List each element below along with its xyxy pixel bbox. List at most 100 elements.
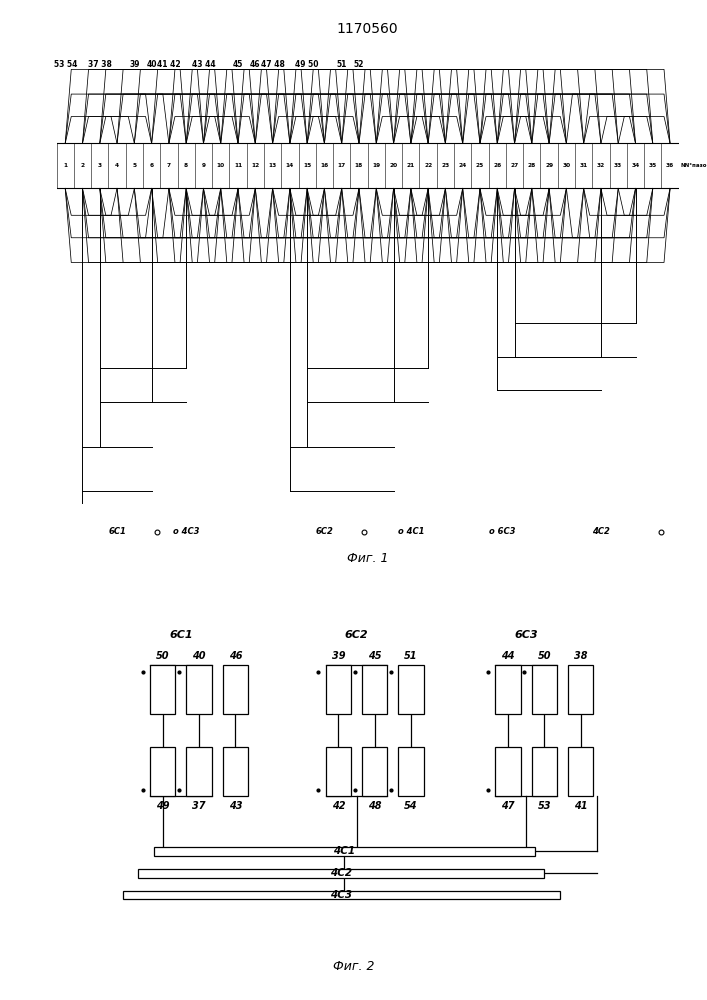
Text: 26: 26 (493, 163, 501, 168)
Text: 52: 52 (354, 60, 364, 69)
Text: 4C1: 4C1 (333, 846, 356, 856)
Text: 25: 25 (476, 163, 484, 168)
Bar (568, 747, 593, 796)
Text: 50: 50 (537, 651, 551, 661)
Text: 4C2: 4C2 (330, 868, 353, 878)
Text: 30: 30 (562, 163, 571, 168)
Text: 51: 51 (337, 60, 347, 69)
Text: 4C3: 4C3 (330, 890, 353, 900)
Text: 45: 45 (368, 651, 382, 661)
Text: 47 48: 47 48 (261, 60, 284, 69)
Text: 9: 9 (201, 163, 206, 168)
Text: 24: 24 (459, 163, 467, 168)
Text: 6C2: 6C2 (315, 527, 334, 536)
Text: 39: 39 (129, 60, 139, 69)
Bar (398, 747, 423, 796)
Text: 43: 43 (228, 801, 242, 811)
Text: 48: 48 (368, 801, 382, 811)
Text: 44: 44 (501, 651, 515, 661)
Text: 40: 40 (146, 60, 157, 69)
Text: 37 38: 37 38 (88, 60, 112, 69)
Text: 5: 5 (132, 163, 136, 168)
Text: 16: 16 (320, 163, 329, 168)
Text: 36: 36 (666, 163, 674, 168)
Bar (186, 665, 211, 714)
Bar (150, 747, 175, 796)
Text: 46: 46 (228, 651, 242, 661)
Text: Фиг. 1: Фиг. 1 (347, 552, 388, 565)
Text: 10: 10 (216, 163, 225, 168)
Text: 11: 11 (234, 163, 243, 168)
Text: 28: 28 (527, 163, 536, 168)
Bar (223, 665, 248, 714)
Text: 47: 47 (501, 801, 515, 811)
Text: 23: 23 (441, 163, 450, 168)
Text: 38: 38 (574, 651, 588, 661)
Text: 2: 2 (81, 163, 85, 168)
Text: 46: 46 (250, 60, 261, 69)
Bar (362, 747, 387, 796)
Bar (326, 747, 351, 796)
Bar (139, 869, 544, 878)
Text: 1170560: 1170560 (337, 22, 399, 36)
Text: 20: 20 (390, 163, 397, 168)
Text: 3: 3 (98, 163, 102, 168)
Text: 12: 12 (251, 163, 259, 168)
Text: 53 54: 53 54 (54, 60, 77, 69)
Bar (532, 665, 557, 714)
Text: o 6C3: o 6C3 (489, 527, 515, 536)
Text: 37: 37 (192, 801, 206, 811)
Text: 4C2: 4C2 (592, 527, 610, 536)
Text: 34: 34 (631, 163, 640, 168)
Text: 7: 7 (167, 163, 171, 168)
Text: 6C1: 6C1 (169, 630, 192, 640)
Text: 4: 4 (115, 163, 119, 168)
Text: 50: 50 (156, 651, 170, 661)
Text: 41 42: 41 42 (157, 60, 181, 69)
Text: Фиг. 2: Фиг. 2 (333, 960, 374, 973)
Bar (496, 665, 521, 714)
Text: 45: 45 (233, 60, 243, 69)
Text: 35: 35 (648, 163, 657, 168)
Text: 43 44: 43 44 (192, 60, 215, 69)
Bar (532, 747, 557, 796)
Bar (153, 847, 535, 856)
Text: 39: 39 (332, 651, 345, 661)
Text: 17: 17 (337, 163, 346, 168)
Bar (398, 665, 423, 714)
Text: 19: 19 (372, 163, 380, 168)
Bar (326, 665, 351, 714)
Text: NN°пазов: NN°пазов (680, 163, 707, 168)
Text: 1: 1 (63, 163, 67, 168)
Text: 18: 18 (355, 163, 363, 168)
Text: 31: 31 (580, 163, 588, 168)
Text: o 4C3: o 4C3 (173, 527, 199, 536)
Text: 29: 29 (545, 163, 553, 168)
Bar (186, 747, 211, 796)
Text: 6: 6 (150, 163, 153, 168)
Text: 54: 54 (404, 801, 418, 811)
Bar (150, 665, 175, 714)
Text: 33: 33 (614, 163, 622, 168)
Bar (568, 665, 593, 714)
Bar (496, 747, 521, 796)
Text: 42: 42 (332, 801, 345, 811)
Text: 21: 21 (407, 163, 415, 168)
Text: 40: 40 (192, 651, 206, 661)
Text: 27: 27 (510, 163, 519, 168)
Text: 51: 51 (404, 651, 418, 661)
Text: 14: 14 (286, 163, 294, 168)
Text: 6C2: 6C2 (345, 630, 368, 640)
Text: 41: 41 (574, 801, 588, 811)
Text: 22: 22 (424, 163, 432, 168)
Text: 6C3: 6C3 (515, 630, 538, 640)
Text: 53: 53 (537, 801, 551, 811)
Text: 8: 8 (184, 163, 188, 168)
Bar (123, 891, 559, 899)
Text: o 4C1: o 4C1 (397, 527, 424, 536)
Text: 13: 13 (269, 163, 276, 168)
Text: 49: 49 (156, 801, 170, 811)
Text: 15: 15 (303, 163, 311, 168)
Text: 49 50: 49 50 (296, 60, 319, 69)
Bar (223, 747, 248, 796)
